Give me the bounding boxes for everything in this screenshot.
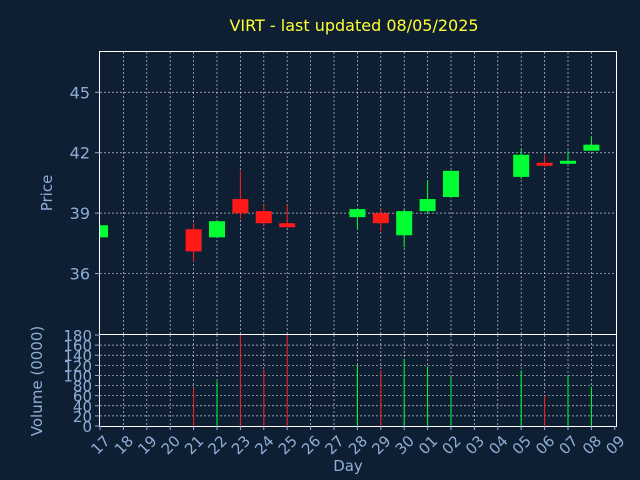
x-tick-label: 27 — [322, 432, 348, 458]
x-tick-label: 08 — [579, 432, 605, 458]
volume-bars — [193, 335, 592, 426]
x-tick-label: 29 — [368, 432, 394, 458]
x-tick-label: 22 — [205, 432, 231, 458]
volume-y-tick-label: 160 — [63, 337, 92, 355]
x-tick-label: 09 — [602, 432, 628, 458]
candle-body — [349, 209, 366, 218]
volume-y-tick-label: 80 — [73, 378, 92, 396]
x-axis-title: Day — [333, 457, 363, 475]
volume-y-tick-label: 60 — [73, 388, 92, 406]
price-y-tick-label: 39 — [70, 204, 90, 223]
x-tick-label: 24 — [251, 432, 277, 458]
price-grid — [100, 52, 616, 334]
volume-grid — [100, 335, 616, 426]
x-tick-label: 30 — [392, 432, 418, 458]
price-axis-title: Price — [38, 175, 56, 212]
candle-body — [279, 223, 296, 228]
volume-plot-frame — [99, 334, 617, 427]
price-y-tick-label: 45 — [70, 83, 90, 102]
candle-body — [372, 213, 389, 224]
price-plot-frame — [99, 51, 617, 335]
x-tick-label: 07 — [556, 432, 582, 458]
candle-body — [560, 160, 576, 164]
candle-body — [255, 211, 272, 224]
volume-axis-title: Volume (0000) — [28, 326, 46, 436]
x-tick-label: 05 — [509, 432, 535, 458]
volume-y-tick-label: 100 — [63, 367, 92, 385]
candle-body — [513, 154, 530, 177]
price-y-ticks: 36 39 42 45 — [70, 83, 100, 284]
candle-body — [536, 162, 553, 166]
x-tick-label: 20 — [158, 432, 184, 458]
volume-y-tick-label: 20 — [73, 408, 92, 426]
volume-y-tick-label: 0 — [82, 418, 92, 436]
chart-title: VIRT - last updated 08/05/2025 — [229, 16, 478, 35]
x-tick-label: 01 — [415, 432, 441, 458]
candle-body — [209, 221, 225, 238]
volume-y-tick-label: 40 — [73, 398, 92, 416]
volume-y-tick-label: 120 — [63, 357, 92, 375]
price-candles — [99, 136, 600, 262]
x-tick-label: 04 — [485, 432, 511, 458]
x-axis-ticks: 1718192021222324252627282930010203040506… — [88, 426, 629, 458]
x-tick-label: 18 — [111, 432, 137, 458]
x-tick-label: 23 — [228, 432, 254, 458]
candle-body — [396, 211, 413, 236]
x-tick-label: 28 — [345, 432, 371, 458]
volume-y-tick-label: 180 — [63, 327, 92, 345]
x-tick-label: 25 — [275, 432, 301, 458]
candle-body — [232, 199, 249, 214]
x-tick-label: 03 — [462, 432, 488, 458]
x-tick-label: 06 — [532, 432, 558, 458]
price-y-tick-label: 42 — [70, 144, 90, 163]
candle-body — [583, 144, 600, 151]
candle-body — [419, 199, 436, 212]
candle-body — [100, 225, 108, 238]
x-tick-label: 21 — [181, 432, 207, 458]
x-tick-label: 26 — [298, 432, 324, 458]
x-tick-label: 19 — [134, 432, 160, 458]
candle-body — [185, 229, 202, 252]
candle-body — [443, 170, 459, 198]
volume-y-tick-label: 140 — [63, 347, 92, 365]
x-tick-label: 02 — [439, 432, 465, 458]
price-y-tick-label: 36 — [70, 265, 90, 284]
